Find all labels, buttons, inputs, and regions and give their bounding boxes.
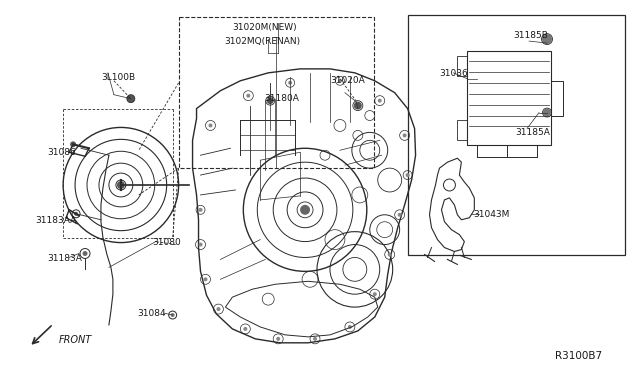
Text: 3102MQ(RENAN): 3102MQ(RENAN) bbox=[225, 37, 301, 46]
Text: 3L100B: 3L100B bbox=[101, 73, 135, 82]
Circle shape bbox=[300, 205, 310, 215]
Bar bbox=[408, 15, 625, 256]
Circle shape bbox=[117, 181, 125, 189]
Circle shape bbox=[406, 173, 410, 177]
Circle shape bbox=[276, 337, 280, 341]
Text: 31084: 31084 bbox=[137, 309, 165, 318]
Text: 31183AA: 31183AA bbox=[35, 216, 77, 225]
Circle shape bbox=[246, 94, 250, 98]
Bar bbox=[551, 81, 563, 116]
Bar bbox=[458, 56, 467, 76]
Circle shape bbox=[127, 95, 135, 103]
Text: 31043M: 31043M bbox=[474, 210, 509, 219]
Circle shape bbox=[70, 141, 76, 147]
Circle shape bbox=[74, 212, 78, 216]
Circle shape bbox=[313, 337, 317, 341]
Circle shape bbox=[204, 277, 207, 281]
Circle shape bbox=[171, 313, 175, 317]
Circle shape bbox=[243, 327, 247, 331]
Text: 31180A: 31180A bbox=[264, 94, 299, 103]
Text: 31080: 31080 bbox=[153, 238, 182, 247]
Bar bbox=[467, 51, 551, 145]
Circle shape bbox=[338, 79, 342, 83]
Bar bbox=[179, 17, 374, 168]
Text: 31020M(NEW): 31020M(NEW) bbox=[232, 23, 297, 32]
Circle shape bbox=[216, 307, 220, 311]
Circle shape bbox=[198, 208, 202, 212]
Text: 31086: 31086 bbox=[47, 148, 76, 157]
Circle shape bbox=[378, 99, 381, 103]
Text: 31185B: 31185B bbox=[513, 31, 548, 40]
Circle shape bbox=[267, 97, 274, 104]
Circle shape bbox=[403, 134, 406, 137]
Text: 31036: 31036 bbox=[440, 69, 468, 78]
Text: R3100B7: R3100B7 bbox=[555, 351, 602, 361]
Text: 31020A: 31020A bbox=[330, 76, 365, 85]
Text: FRONT: FRONT bbox=[59, 335, 92, 345]
Circle shape bbox=[372, 292, 377, 296]
Circle shape bbox=[397, 213, 402, 217]
Circle shape bbox=[354, 102, 362, 110]
Circle shape bbox=[198, 243, 202, 247]
Circle shape bbox=[543, 109, 551, 116]
Circle shape bbox=[209, 124, 212, 128]
Bar bbox=[458, 121, 467, 140]
Circle shape bbox=[83, 251, 88, 256]
Circle shape bbox=[348, 325, 352, 329]
Text: 31185A: 31185A bbox=[515, 128, 550, 137]
Circle shape bbox=[542, 34, 552, 44]
Circle shape bbox=[388, 253, 392, 256]
Circle shape bbox=[288, 81, 292, 85]
Text: 31183A: 31183A bbox=[47, 254, 82, 263]
